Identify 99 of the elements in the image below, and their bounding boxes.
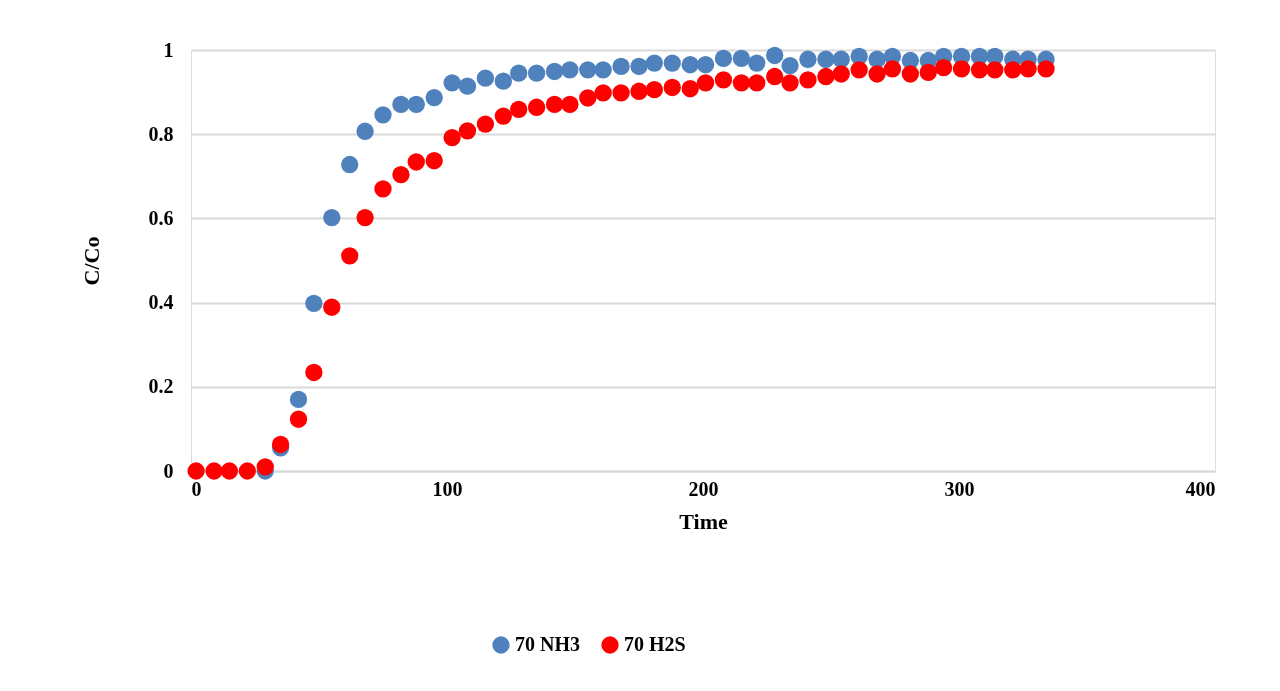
point xyxy=(561,61,579,79)
point xyxy=(883,60,902,78)
point xyxy=(748,54,766,72)
point xyxy=(781,74,799,92)
point xyxy=(476,115,495,133)
y-tick-label: 0 xyxy=(163,459,174,482)
point xyxy=(579,61,597,79)
point xyxy=(323,298,341,316)
point xyxy=(799,71,817,89)
point xyxy=(594,61,612,79)
point xyxy=(681,56,699,74)
point xyxy=(458,122,477,140)
point xyxy=(986,61,1004,79)
point xyxy=(1019,60,1037,78)
point xyxy=(425,152,443,170)
point xyxy=(545,62,564,81)
x-tick-label: 200 xyxy=(688,477,719,500)
point xyxy=(714,49,733,68)
point xyxy=(901,65,920,83)
point xyxy=(238,462,256,480)
point xyxy=(187,462,205,480)
point xyxy=(341,155,359,174)
point xyxy=(817,67,835,86)
point xyxy=(1037,60,1055,78)
point xyxy=(494,107,512,125)
point xyxy=(510,64,528,82)
point xyxy=(781,56,799,75)
point xyxy=(443,74,461,92)
point xyxy=(612,57,630,76)
point xyxy=(392,165,410,184)
point xyxy=(934,59,953,77)
point xyxy=(663,54,681,72)
x-axis-title: Time xyxy=(679,508,728,534)
point xyxy=(305,363,323,382)
point xyxy=(392,95,410,113)
point xyxy=(271,435,290,454)
point xyxy=(476,69,495,87)
point xyxy=(561,95,579,113)
point xyxy=(443,128,461,147)
point xyxy=(732,49,751,68)
point xyxy=(868,65,886,83)
point xyxy=(919,63,937,81)
point xyxy=(374,180,392,198)
point xyxy=(952,60,971,78)
point xyxy=(696,56,715,74)
point xyxy=(494,72,512,90)
point xyxy=(714,71,733,89)
y-tick-label: 0.8 xyxy=(148,122,174,145)
y-axis-title: C/Co xyxy=(78,236,104,286)
point xyxy=(630,57,648,76)
y-tick-label: 0.6 xyxy=(148,206,174,229)
point xyxy=(766,67,784,86)
point xyxy=(256,458,274,476)
point xyxy=(305,294,323,313)
point xyxy=(356,208,374,227)
point xyxy=(594,84,612,102)
x-tick-label: 0 xyxy=(191,477,202,500)
point xyxy=(527,64,546,82)
point xyxy=(748,74,766,92)
point xyxy=(850,61,868,79)
point xyxy=(205,462,223,480)
point xyxy=(799,50,817,68)
point xyxy=(323,208,341,227)
point xyxy=(645,54,664,72)
point xyxy=(630,82,648,100)
point xyxy=(612,84,630,102)
point xyxy=(579,89,597,107)
y-tick-label: 1 xyxy=(163,38,174,61)
point xyxy=(289,410,308,428)
point xyxy=(289,390,308,409)
point xyxy=(645,80,664,99)
x-tick-label: 300 xyxy=(944,477,975,500)
point xyxy=(220,462,239,480)
point xyxy=(458,77,477,95)
point xyxy=(696,74,715,92)
point xyxy=(545,95,564,113)
point xyxy=(374,106,392,124)
point xyxy=(425,88,443,107)
point xyxy=(663,78,681,97)
point xyxy=(407,95,425,113)
point xyxy=(356,122,374,140)
legend-label: 70 H2S xyxy=(624,633,686,655)
point xyxy=(766,46,784,65)
point xyxy=(341,247,359,265)
point xyxy=(527,98,546,116)
legend-label: 70 NH3 xyxy=(515,633,580,655)
x-tick-label: 100 xyxy=(432,477,463,500)
y-tick-label: 0.4 xyxy=(148,291,174,314)
point xyxy=(832,65,850,83)
y-tick-label: 0.2 xyxy=(148,375,174,398)
point xyxy=(832,50,850,68)
point xyxy=(817,50,835,68)
point xyxy=(732,74,751,92)
point xyxy=(407,153,425,171)
x-tick-label: 400 xyxy=(1185,477,1216,500)
point xyxy=(1004,61,1022,79)
point xyxy=(510,100,528,118)
point xyxy=(681,80,699,98)
point xyxy=(970,61,989,79)
